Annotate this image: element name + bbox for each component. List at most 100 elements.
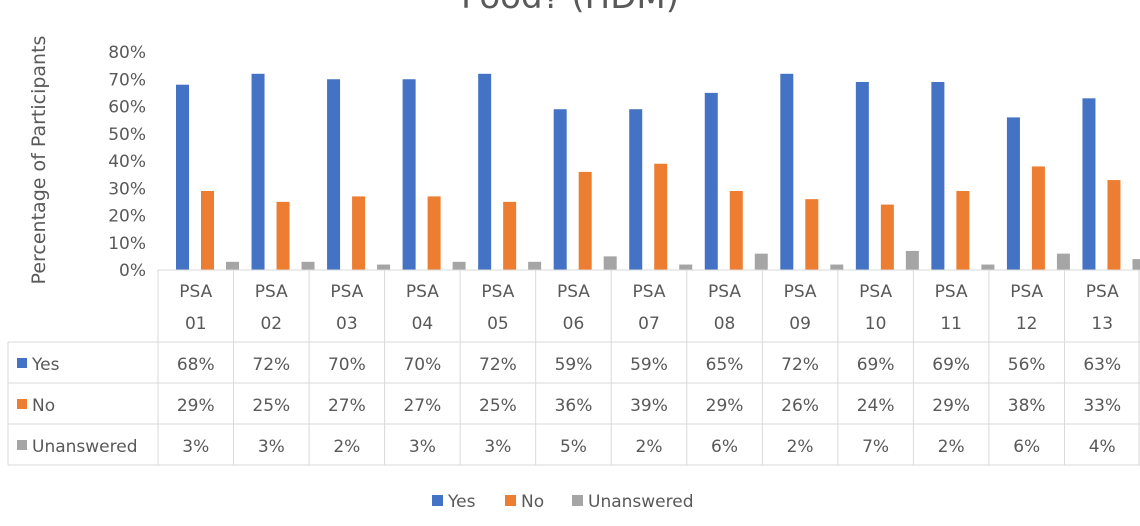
x-tick-label: 13	[1091, 314, 1113, 334]
x-tick-label: PSA	[633, 282, 666, 302]
bar-no-5	[578, 171, 592, 270]
data-label: 36%	[555, 396, 593, 416]
legend-key-yes	[432, 495, 443, 506]
bar-unanswered-11	[1056, 253, 1070, 270]
table-legend-key-no	[17, 399, 27, 409]
x-tick-label: 08	[714, 314, 736, 334]
x-tick-label: PSA	[255, 282, 288, 302]
bar-yes-11	[1006, 117, 1020, 271]
data-label: 3%	[182, 437, 209, 457]
data-label: 70%	[328, 355, 366, 375]
data-label: 25%	[252, 396, 290, 416]
x-tick-label: 10	[865, 314, 887, 334]
data-label: 27%	[328, 396, 366, 416]
data-label: 63%	[1083, 355, 1121, 375]
bar-unanswered-7	[754, 253, 768, 270]
y-tick-label: 80%	[108, 43, 146, 63]
data-label: 7%	[862, 437, 889, 457]
bar-no-8	[805, 199, 819, 270]
legend-label: Unanswered	[588, 492, 694, 512]
data-label: 2%	[938, 437, 965, 457]
x-tick-label: PSA	[557, 282, 590, 302]
data-label: 33%	[1083, 396, 1121, 416]
data-label: 24%	[857, 396, 895, 416]
x-tick-label: PSA	[1086, 282, 1119, 302]
legend-label: Yes	[447, 492, 476, 512]
bar-yes-8	[780, 73, 794, 270]
chart-title: Food? (HDM)	[461, 0, 679, 17]
bar-yes-2	[327, 79, 341, 270]
data-label: 3%	[409, 437, 436, 457]
data-label: 72%	[781, 355, 819, 375]
data-label: 59%	[630, 355, 668, 375]
bar-yes-9	[855, 81, 869, 270]
bar-unanswered-6	[679, 264, 693, 270]
data-label: 38%	[1008, 396, 1046, 416]
x-tick-label: 06	[563, 314, 585, 334]
y-tick-label: 50%	[108, 125, 146, 145]
bar-unanswered-5	[603, 256, 617, 270]
bar-no-7	[729, 190, 743, 270]
table-legend-key-unanswered	[17, 440, 27, 450]
x-tick-label: 12	[1016, 314, 1038, 334]
y-tick-label: 60%	[108, 98, 146, 118]
legend-label: No	[521, 492, 544, 512]
data-label: 59%	[555, 355, 593, 375]
y-tick-label: 20%	[108, 207, 146, 227]
bar-no-2	[352, 196, 366, 270]
data-label: 72%	[252, 355, 290, 375]
data-label: 65%	[706, 355, 744, 375]
bar-no-12	[1107, 180, 1121, 270]
bar-yes-5	[553, 109, 567, 270]
x-tick-label: PSA	[406, 282, 439, 302]
bar-unanswered-8	[830, 264, 844, 270]
data-label: 29%	[706, 396, 744, 416]
x-tick-label: 03	[336, 314, 358, 334]
bar-yes-10	[931, 81, 945, 270]
bar-no-3	[427, 196, 441, 270]
x-tick-label: PSA	[481, 282, 514, 302]
bar-no-11	[1031, 166, 1045, 270]
bar-no-9	[880, 204, 894, 270]
data-label: 39%	[630, 396, 668, 416]
data-label: 27%	[403, 396, 441, 416]
y-tick-label: 30%	[108, 179, 146, 199]
data-label: 5%	[560, 437, 587, 457]
bar-unanswered-9	[905, 250, 919, 270]
bar-unanswered-12	[1132, 259, 1140, 270]
data-label: 4%	[1089, 437, 1116, 457]
bar-yes-4	[478, 73, 492, 270]
data-label: 6%	[1013, 437, 1040, 457]
bar-unanswered-2	[377, 264, 391, 270]
bar-yes-7	[704, 92, 718, 270]
table-row-label: No	[32, 396, 55, 416]
data-label: 25%	[479, 396, 517, 416]
x-tick-label: PSA	[330, 282, 363, 302]
bar-yes-0	[176, 84, 189, 270]
x-tick-label: 04	[412, 314, 434, 334]
data-label: 3%	[484, 437, 511, 457]
bar-unanswered-1	[301, 261, 315, 270]
bar-yes-6	[629, 109, 643, 270]
legend-key-no	[505, 495, 516, 506]
data-label: 29%	[177, 396, 215, 416]
y-tick-label: 0%	[119, 261, 146, 281]
data-label: 6%	[711, 437, 738, 457]
data-label: 69%	[932, 355, 970, 375]
data-label: 2%	[787, 437, 814, 457]
table-legend-key-yes	[17, 358, 27, 368]
bar-yes-3	[402, 79, 416, 270]
y-tick-label: 10%	[108, 234, 146, 254]
bar-no-10	[956, 190, 970, 270]
x-tick-label: PSA	[935, 282, 968, 302]
bar-unanswered-4	[528, 261, 542, 270]
bar-no-4	[503, 201, 517, 270]
x-tick-label: 01	[185, 314, 207, 334]
bar-yes-1	[251, 73, 265, 270]
legend-key-unanswered	[572, 495, 583, 506]
x-tick-label: 09	[789, 314, 811, 334]
data-label: 72%	[479, 355, 517, 375]
x-tick-label: PSA	[708, 282, 741, 302]
